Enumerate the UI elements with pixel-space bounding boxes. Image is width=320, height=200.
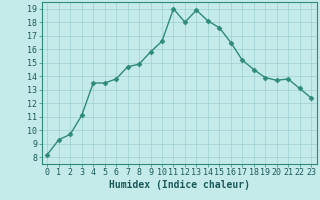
X-axis label: Humidex (Indice chaleur): Humidex (Indice chaleur) [109,180,250,190]
